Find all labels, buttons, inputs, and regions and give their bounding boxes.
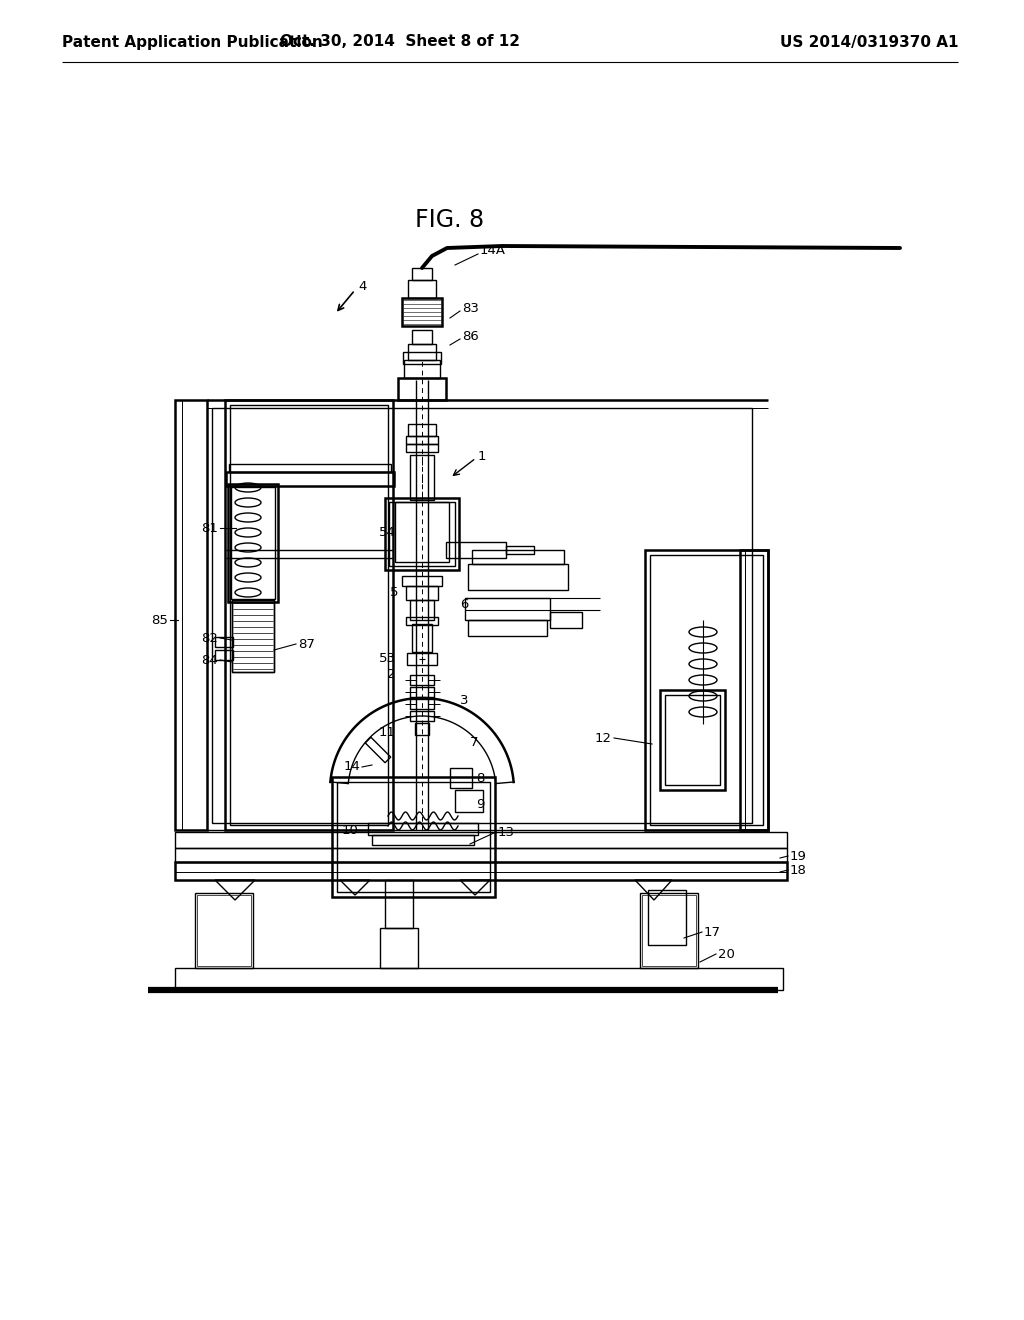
Bar (175, 862, 787, 880)
Bar (648, 890, 686, 945)
Bar (195, 894, 253, 968)
Bar (410, 455, 434, 500)
Text: 83: 83 (462, 301, 479, 314)
Bar (402, 576, 442, 586)
Text: 19: 19 (790, 850, 807, 862)
Text: 87: 87 (298, 638, 314, 651)
Text: FIG. 8: FIG. 8 (416, 209, 484, 232)
Bar (389, 502, 455, 566)
Bar (740, 550, 768, 830)
Text: 20: 20 (718, 948, 735, 961)
Bar (446, 543, 506, 558)
Bar (175, 968, 783, 990)
Bar (197, 895, 251, 966)
Bar (175, 400, 207, 830)
Bar (410, 711, 434, 721)
Bar (398, 378, 446, 400)
Bar (332, 777, 495, 898)
Bar (228, 484, 278, 602)
Bar (410, 686, 434, 697)
Bar (337, 781, 490, 892)
Text: 14A: 14A (480, 243, 506, 256)
Bar (215, 649, 233, 660)
Bar (406, 616, 438, 624)
Bar (226, 473, 394, 486)
Bar (468, 564, 568, 590)
Bar (225, 400, 393, 830)
Text: 54: 54 (379, 527, 396, 540)
Text: 1: 1 (478, 450, 486, 462)
Bar (650, 554, 763, 825)
Bar (385, 498, 459, 570)
Bar (506, 546, 534, 554)
Text: US 2014/0319370 A1: US 2014/0319370 A1 (779, 34, 958, 49)
Bar (380, 928, 418, 968)
Bar (412, 268, 432, 280)
Bar (407, 653, 437, 665)
Bar (645, 550, 768, 830)
Bar (230, 405, 388, 825)
Bar (406, 586, 438, 601)
Text: 18: 18 (790, 863, 807, 876)
Bar (408, 424, 436, 436)
Bar (410, 601, 434, 620)
Bar (665, 696, 720, 785)
Text: 8: 8 (476, 771, 484, 784)
Bar (385, 880, 413, 928)
Bar (231, 487, 275, 599)
Bar (232, 601, 274, 672)
Bar (408, 280, 436, 298)
Text: 7: 7 (470, 735, 478, 748)
Text: 5: 5 (389, 586, 398, 599)
Bar (212, 408, 752, 822)
Text: Patent Application Publication: Patent Application Publication (62, 34, 323, 49)
Text: 2: 2 (387, 668, 396, 681)
Bar (232, 601, 274, 672)
Bar (175, 847, 787, 862)
Text: 81: 81 (201, 521, 218, 535)
Bar (455, 789, 483, 812)
Text: Oct. 30, 2014  Sheet 8 of 12: Oct. 30, 2014 Sheet 8 of 12 (280, 34, 520, 49)
Text: 4: 4 (358, 280, 367, 293)
Bar (410, 700, 434, 709)
Text: 12: 12 (595, 731, 612, 744)
Bar (408, 345, 436, 360)
Bar (642, 895, 696, 966)
Bar (450, 768, 472, 788)
Bar (406, 436, 438, 444)
Bar (402, 298, 442, 326)
Text: 82: 82 (201, 631, 218, 644)
Text: 14: 14 (343, 760, 360, 774)
Bar (368, 822, 478, 836)
Bar (395, 502, 449, 562)
Bar (372, 836, 474, 845)
Bar (410, 675, 434, 685)
Text: 11: 11 (379, 726, 396, 738)
Bar (412, 330, 432, 345)
Bar (415, 723, 429, 735)
Text: 3: 3 (460, 693, 469, 706)
Bar (472, 550, 564, 564)
Bar (175, 832, 787, 847)
Bar (215, 638, 233, 647)
Bar (404, 360, 440, 378)
Text: 17: 17 (705, 925, 721, 939)
Text: 53: 53 (379, 652, 396, 665)
Bar (660, 690, 725, 789)
Bar (550, 612, 582, 628)
Bar (403, 352, 441, 364)
Text: 10: 10 (341, 824, 358, 837)
Bar (468, 620, 547, 636)
Bar (406, 444, 438, 451)
Bar (465, 598, 550, 620)
Text: 13: 13 (498, 825, 515, 838)
Text: 84: 84 (202, 653, 218, 667)
Text: 6: 6 (460, 598, 468, 611)
Bar (640, 894, 698, 968)
Bar (229, 465, 391, 473)
Bar (412, 624, 432, 652)
Text: 9: 9 (476, 797, 484, 810)
Text: 86: 86 (462, 330, 479, 342)
Text: 85: 85 (152, 614, 168, 627)
